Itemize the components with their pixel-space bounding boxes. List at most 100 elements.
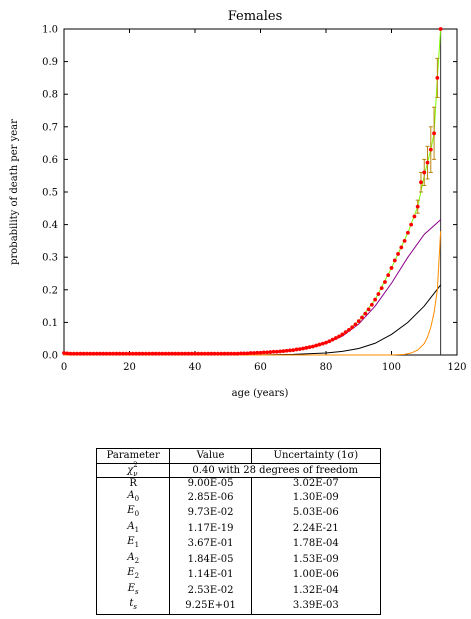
parameter-uncertainty: 3.39E-03 (250, 598, 382, 615)
data-point (297, 347, 302, 352)
data-point (340, 332, 345, 337)
x-axis-label: age (years) (232, 388, 289, 399)
data-point (402, 239, 407, 243)
data-point (85, 351, 89, 356)
data-point (350, 325, 355, 330)
parameter-symbol: t (129, 598, 134, 609)
data-point (376, 292, 381, 296)
y-tick-label: 0.7 (42, 122, 58, 133)
parameter-uncertainty: 1.00E-06 (250, 567, 382, 583)
data-point (81, 351, 86, 356)
data-point (311, 344, 315, 349)
data-point (170, 351, 174, 356)
data-point (189, 351, 194, 356)
parameter-subscript: s (135, 587, 139, 596)
data-point (98, 351, 102, 356)
data-point (206, 351, 211, 356)
data-point (392, 258, 397, 263)
data-point (186, 351, 191, 356)
data-point (202, 351, 207, 356)
y-axis-label: probability of death per year (9, 119, 20, 265)
parameter-uncertainty: 1.78E-04 (250, 536, 382, 552)
data-point (75, 351, 79, 356)
x-tick-label: 60 (254, 362, 267, 373)
parameter-row: E0 9.73E-02 5.03E-06 (95, 505, 382, 521)
data-point (258, 350, 263, 355)
data-point (415, 204, 420, 209)
data-point (284, 348, 289, 353)
parameter-subscript: 1 (134, 541, 140, 549)
data-point (271, 349, 276, 354)
data-point (278, 349, 283, 354)
data-point (412, 214, 417, 219)
parameter-symbol: E (127, 567, 135, 578)
y-tick-label: 0.3 (42, 253, 58, 264)
data-point (127, 351, 132, 356)
data-point (324, 340, 328, 345)
data-point (163, 351, 168, 356)
data-point (183, 351, 188, 356)
data-point (150, 351, 155, 356)
data-point (160, 351, 165, 356)
series-line-2 (63, 219, 441, 356)
parameter-row: A2 1.84E-05 1.53E-09 (95, 551, 382, 567)
parameter-symbol: A (127, 520, 135, 532)
plot-frame (63, 28, 458, 356)
parameter-value: 1.17E-19 (169, 520, 252, 536)
data-point (130, 351, 135, 356)
parameter-subscript: 0 (134, 494, 140, 503)
data-point (360, 315, 364, 320)
parameter-value: 2.53E-02 (169, 582, 252, 598)
data-point (314, 343, 319, 348)
y-tick-label: 0.8 (42, 90, 58, 101)
data-point (248, 351, 253, 355)
parameter-name: A2 (95, 551, 171, 567)
data-point (425, 160, 430, 165)
y-tick-label: 0.0 (42, 351, 58, 362)
data-point (180, 351, 184, 356)
data-point (124, 351, 129, 356)
series-line-1 (63, 28, 442, 355)
data-point (409, 222, 414, 227)
parameter-name: E0 (95, 505, 171, 521)
data-point (121, 351, 125, 356)
data-point (216, 351, 220, 356)
y-tick-label: 0.4 (42, 220, 58, 231)
parameter-symbol: A (127, 551, 135, 563)
data-point (114, 351, 119, 356)
data-point (94, 351, 99, 356)
parameter-value: 1.14E-01 (169, 567, 252, 583)
parameter-name: E2 (95, 567, 171, 583)
parameter-value: 9.25E+01 (169, 598, 252, 615)
parameter-subscript: 1 (134, 525, 140, 534)
axis-ticks: 0 20 40 60 80 100 120 0.0 0.1 0.2 0.3 0.4 0.5 0.6 0.7 0… (42, 25, 466, 374)
data-point (193, 351, 197, 356)
parameter-row: E1 3.67E-01 1.78E-04 (95, 536, 382, 552)
chi-subscript: ν (133, 470, 138, 478)
parameter-symbol: E (127, 536, 135, 547)
data-point (383, 280, 387, 284)
data-point (419, 180, 423, 185)
table-header-row: Parameter Value Uncertainty (1σ) (95, 448, 382, 464)
data-point (274, 349, 279, 354)
data-point (428, 147, 433, 152)
data-point (173, 351, 178, 356)
parameter-subscript: 2 (134, 572, 140, 580)
data-point (366, 307, 371, 312)
data-point (153, 351, 158, 356)
data-point (134, 351, 138, 356)
data-point (222, 351, 227, 356)
parameter-row: E2 1.14E-01 1.00E-06 (95, 567, 382, 583)
data-point (337, 334, 341, 339)
parameter-symbol: R (129, 478, 137, 489)
parameter-value: 2.85E-06 (169, 489, 252, 505)
data-point (232, 351, 237, 356)
data-point (212, 351, 217, 356)
parameter-uncertainty: 1.53E-09 (250, 551, 382, 567)
data-point (330, 337, 335, 342)
parameter-symbol: E (127, 582, 136, 594)
data-point (307, 345, 312, 350)
data-point (399, 245, 404, 250)
parameter-value: 1.84E-05 (169, 551, 252, 567)
